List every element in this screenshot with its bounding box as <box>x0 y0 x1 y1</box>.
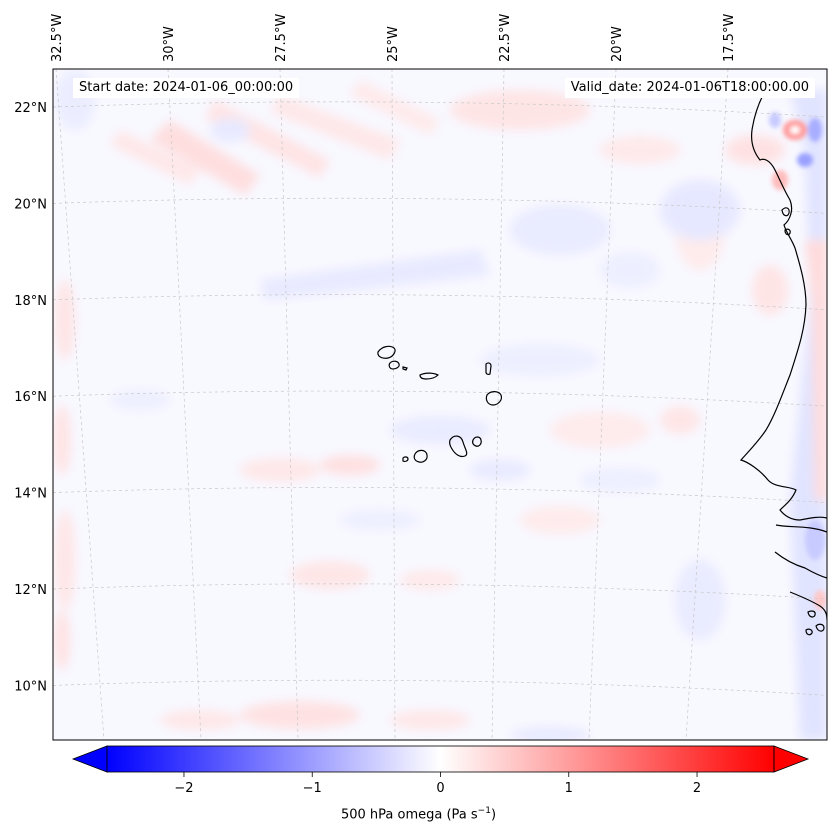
parallel-line <box>53 583 827 600</box>
colorbar-label: 500 hPa omega (Pa s−1) <box>0 806 837 822</box>
parallel-line <box>53 197 827 214</box>
meridian-line <box>491 69 505 740</box>
colorbar-tick-label: 0 <box>436 781 444 796</box>
colorbar-tick-label: −1 <box>303 781 322 796</box>
canary-coast-1 <box>781 207 790 217</box>
island-sal <box>485 362 492 375</box>
colorbar-tick-label: −2 <box>174 781 193 796</box>
bijagos-island-3 <box>815 623 825 632</box>
canary-coast-2 <box>784 228 791 236</box>
parallel-line <box>53 390 827 407</box>
colorbar-gradient <box>107 746 774 772</box>
colorbar-ticks: −2 −1 0 1 2 <box>174 772 701 796</box>
latitude-labels: 22°N 20°N 18°N 16°N 14°N 12°N 10°N <box>14 101 47 694</box>
longitude-label: 25°W <box>386 26 401 62</box>
latitude-label: 16°N <box>14 390 47 405</box>
meridian-line <box>685 69 729 740</box>
bijagos-island <box>807 610 816 618</box>
island-sao-nicolau <box>419 372 440 380</box>
island-maio <box>472 436 482 447</box>
meridian-line <box>391 69 396 740</box>
colorbar-extend-min <box>71 745 108 773</box>
island-santo-antao <box>377 345 396 359</box>
parallel-line <box>53 679 827 696</box>
latitude-label: 10°N <box>14 679 47 694</box>
graticule <box>53 69 827 740</box>
longitude-label: 32.5°W <box>50 14 65 62</box>
colorbar-extend-max <box>773 745 810 773</box>
omega-field <box>53 69 827 740</box>
colorbar-label-exponent: −1 <box>477 806 491 816</box>
longitude-label: 22.5°W <box>498 14 513 62</box>
valid-date-label: Valid_date: 2024-01-06T18:00:00.00 <box>564 78 815 98</box>
colorbar-label-close: ) <box>490 807 497 823</box>
parallel-line <box>53 101 827 118</box>
africa-coast <box>739 82 827 521</box>
colorbar-tick-label: 1 <box>565 781 573 796</box>
bijagos-island-2 <box>805 628 813 636</box>
island-boa-vista <box>485 391 503 406</box>
gambia-coast <box>775 524 827 533</box>
island-santiago <box>449 435 468 458</box>
colorbar-label-text: 500 hPa omega (Pa s <box>340 807 478 823</box>
latitude-label: 20°N <box>14 197 47 212</box>
longitude-label: 27.5°W <box>274 14 289 62</box>
latitude-label: 14°N <box>14 487 47 502</box>
guinea-bissau-coast <box>774 551 827 579</box>
parallel-line <box>53 487 827 503</box>
longitude-label: 30°W <box>162 26 177 62</box>
meridian-line <box>55 69 105 740</box>
longitude-labels: 32.5°W 30°W 27.5°W 25°W 22.5°W 20°W 17.5°W <box>50 14 737 62</box>
island-brava <box>402 456 409 462</box>
latitude-label: 18°N <box>14 294 47 309</box>
parallel-line <box>53 294 827 311</box>
meridian-line <box>279 69 299 740</box>
longitude-label: 17.5°W <box>722 14 737 62</box>
latitude-label: 22°N <box>14 101 47 116</box>
island-fogo <box>413 449 428 463</box>
meridian-line <box>167 69 202 740</box>
longitude-label: 20°W <box>610 26 625 62</box>
latitude-label: 12°N <box>14 583 47 598</box>
island-santa-luzia <box>402 366 408 371</box>
colorbar-tick-label: 2 <box>693 781 701 796</box>
start-date-label: Start date: 2024-01-06_00:00:00 <box>73 78 300 98</box>
colorbar: −2 −1 0 1 2 <box>71 745 810 796</box>
meridian-line <box>588 69 617 740</box>
map-frame <box>52 68 828 741</box>
island-sao-vicente <box>388 360 400 370</box>
